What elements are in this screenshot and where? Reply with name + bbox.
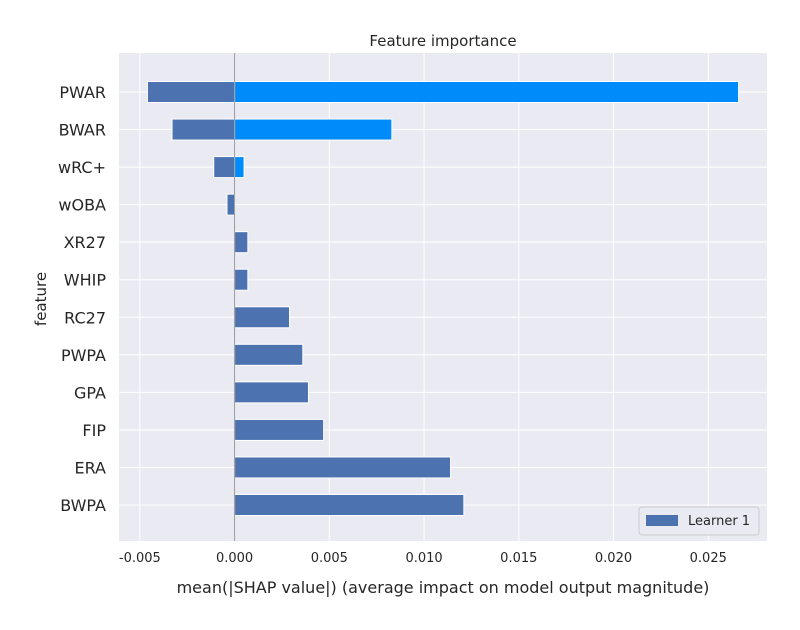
y-tick-label-bwpa: BWPA: [60, 496, 106, 515]
bar-bwar-series-1: [171, 118, 236, 141]
bar-fip-series-1: [234, 418, 325, 441]
x-axis-label: mean(|SHAP value|) (average impact on mo…: [177, 578, 710, 597]
y-tick-label-bwar: BWAR: [59, 121, 106, 140]
bar-pwpa-series-1: [234, 343, 304, 366]
y-tick-label-rc27: RC27: [64, 308, 106, 327]
bar-xr27-series-1: [234, 231, 249, 254]
y-axis-label: feature: [32, 272, 50, 326]
legend-box: [638, 506, 760, 536]
legend-label-learner-1: Learner 1: [688, 514, 750, 529]
x-tick-label: 0.010: [405, 551, 442, 566]
y-tick-label-pwar: PWAR: [59, 83, 106, 102]
bars: [146, 81, 740, 516]
bar-whip-series-1: [234, 268, 249, 291]
bar-pwar-series-1: [146, 81, 236, 103]
bar-woba-series-1: [226, 193, 236, 216]
y-tick-label-woba: wOBA: [58, 196, 106, 215]
x-tick-label: 0.020: [595, 551, 632, 566]
legend: Learner 1: [638, 506, 760, 536]
bar-rc27-series-1: [234, 306, 291, 329]
x-tick-label: 0.000: [216, 551, 253, 566]
y-tick-label-xr27: XR27: [64, 233, 106, 252]
x-tick-labels: -0.005 0.000 0.005 0.010 0.015 0.020 0.025: [119, 551, 727, 566]
chart-title: Feature importance: [369, 32, 516, 50]
x-tick-label: 0.025: [690, 551, 727, 566]
bar-gpa-series-1: [234, 381, 309, 404]
bar-pwar-series-2: [234, 81, 740, 103]
bar-era-series-1: [234, 456, 452, 479]
legend-swatch-learner-1: [646, 515, 678, 526]
y-tick-label-era: ERA: [74, 458, 106, 477]
y-tick-label-gpa: GPA: [74, 383, 106, 402]
y-tick-label-fip: FIP: [82, 421, 106, 440]
x-tick-label: 0.015: [500, 551, 537, 566]
y-tick-labels: PWAR BWAR wRC+ wOBA XR27 WHIP RC27 PWPA GPA FIP ER…: [58, 83, 106, 515]
bar-wrc-series-1: [213, 156, 236, 179]
bar-bwpa-series-1: [234, 494, 465, 516]
bar-wrc-series-2: [234, 156, 245, 179]
bar-bwar-series-2: [234, 118, 393, 141]
y-tick-label-whip: WHIP: [64, 271, 107, 290]
y-tick-label-pwpa: PWPA: [61, 346, 106, 365]
y-tick-label-wrc: wRC+: [58, 158, 106, 177]
x-tick-label: 0.005: [311, 551, 348, 566]
x-tick-label: -0.005: [119, 551, 161, 566]
